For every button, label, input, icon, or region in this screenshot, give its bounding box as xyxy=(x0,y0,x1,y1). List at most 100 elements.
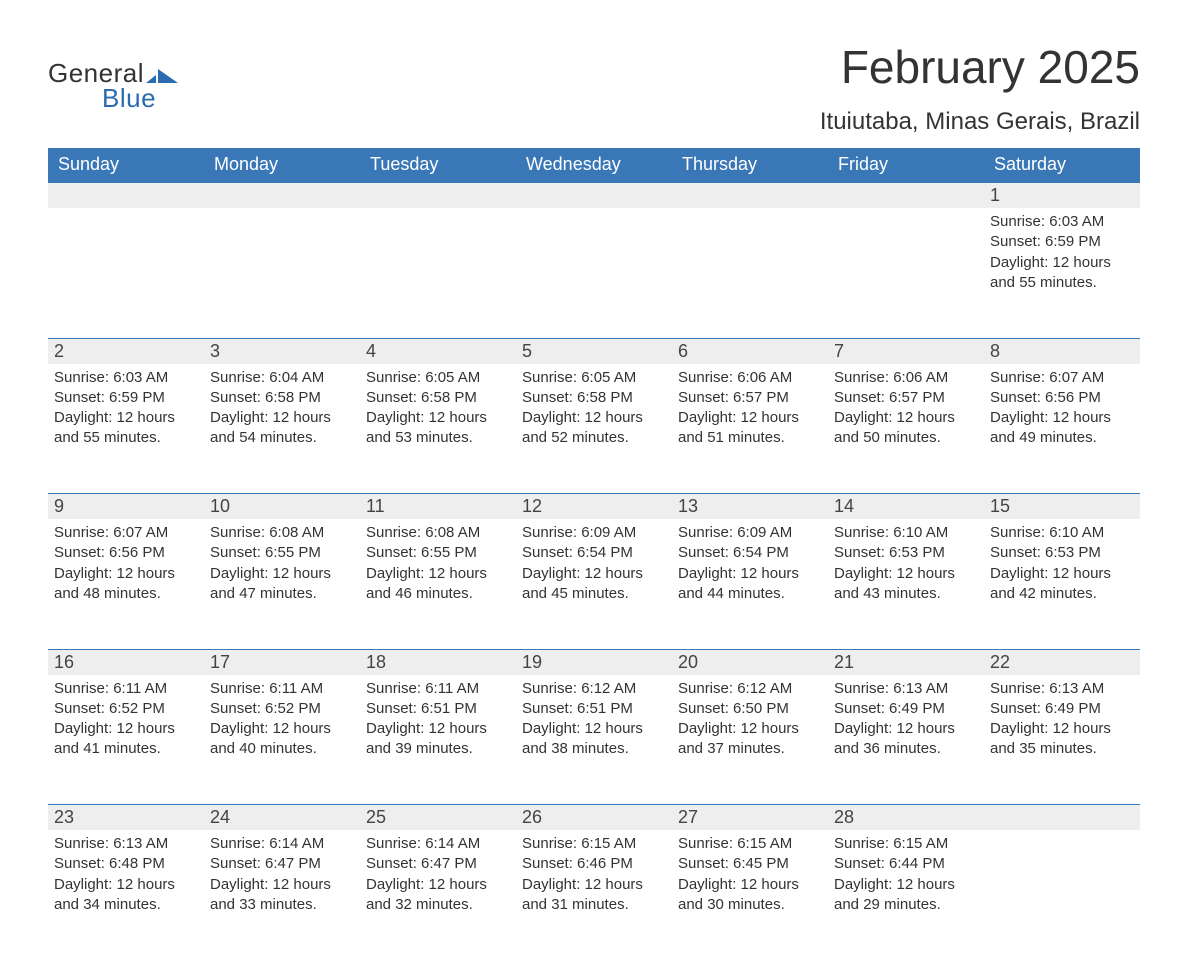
title-block: February 2025 Ituiutaba, Minas Gerais, B… xyxy=(820,40,1140,136)
sunrise-text: Sunrise: 6:10 AM xyxy=(834,523,978,543)
day-info-cell: Sunrise: 6:15 AMSunset: 6:45 PMDaylight:… xyxy=(672,830,828,960)
sunrise-text: Sunrise: 6:11 AM xyxy=(54,679,198,699)
day-info-cell: Sunrise: 6:11 AMSunset: 6:52 PMDaylight:… xyxy=(204,675,360,805)
day-info-row: Sunrise: 6:03 AMSunset: 6:59 PMDaylight:… xyxy=(48,208,1140,338)
month-title: February 2025 xyxy=(820,40,1140,94)
weekday-header: Sunday xyxy=(48,148,204,182)
daylight-text: Daylight: 12 hours and 50 minutes. xyxy=(834,408,978,449)
day-info-cell xyxy=(828,208,984,338)
sunset-text: Sunset: 6:56 PM xyxy=(990,388,1134,408)
daylight-text: Daylight: 12 hours and 35 minutes. xyxy=(990,719,1134,760)
day-info-cell: Sunrise: 6:07 AMSunset: 6:56 PMDaylight:… xyxy=(984,364,1140,494)
day-info-cell: Sunrise: 6:07 AMSunset: 6:56 PMDaylight:… xyxy=(48,519,204,649)
day-info: Sunrise: 6:08 AMSunset: 6:55 PMDaylight:… xyxy=(366,519,510,604)
day-number-cell: 20 xyxy=(672,649,828,675)
day-info: Sunrise: 6:14 AMSunset: 6:47 PMDaylight:… xyxy=(366,830,510,915)
sunrise-text: Sunrise: 6:13 AM xyxy=(990,679,1134,699)
sunrise-text: Sunrise: 6:05 AM xyxy=(522,368,666,388)
daylight-text: Daylight: 12 hours and 52 minutes. xyxy=(522,408,666,449)
sunrise-text: Sunrise: 6:03 AM xyxy=(990,212,1134,232)
daylight-text: Daylight: 12 hours and 43 minutes. xyxy=(834,564,978,605)
daylight-text: Daylight: 12 hours and 30 minutes. xyxy=(678,875,822,916)
logo: General Blue xyxy=(48,58,178,114)
daylight-text: Daylight: 12 hours and 40 minutes. xyxy=(210,719,354,760)
day-info-cell: Sunrise: 6:05 AMSunset: 6:58 PMDaylight:… xyxy=(360,364,516,494)
day-info-row: Sunrise: 6:03 AMSunset: 6:59 PMDaylight:… xyxy=(48,364,1140,494)
day-info: Sunrise: 6:11 AMSunset: 6:52 PMDaylight:… xyxy=(210,675,354,760)
day-info-cell: Sunrise: 6:04 AMSunset: 6:58 PMDaylight:… xyxy=(204,364,360,494)
sunset-text: Sunset: 6:58 PM xyxy=(522,388,666,408)
sunset-text: Sunset: 6:57 PM xyxy=(834,388,978,408)
calendar-table: SundayMondayTuesdayWednesdayThursdayFrid… xyxy=(48,148,1140,960)
daylight-text: Daylight: 12 hours and 42 minutes. xyxy=(990,564,1134,605)
day-info-row: Sunrise: 6:13 AMSunset: 6:48 PMDaylight:… xyxy=(48,830,1140,960)
day-info-cell xyxy=(516,208,672,338)
day-info: Sunrise: 6:08 AMSunset: 6:55 PMDaylight:… xyxy=(210,519,354,604)
day-number-cell: 27 xyxy=(672,805,828,831)
sunrise-text: Sunrise: 6:03 AM xyxy=(54,368,198,388)
sunset-text: Sunset: 6:55 PM xyxy=(366,543,510,563)
sunrise-text: Sunrise: 6:15 AM xyxy=(834,834,978,854)
day-info-cell: Sunrise: 6:08 AMSunset: 6:55 PMDaylight:… xyxy=(204,519,360,649)
day-info-cell xyxy=(48,208,204,338)
day-number-row: 2345678 xyxy=(48,338,1140,364)
day-info-cell: Sunrise: 6:09 AMSunset: 6:54 PMDaylight:… xyxy=(672,519,828,649)
daylight-text: Daylight: 12 hours and 53 minutes. xyxy=(366,408,510,449)
day-number-cell: 3 xyxy=(204,338,360,364)
sunset-text: Sunset: 6:47 PM xyxy=(210,854,354,874)
day-info-cell: Sunrise: 6:10 AMSunset: 6:53 PMDaylight:… xyxy=(984,519,1140,649)
day-number-cell: 2 xyxy=(48,338,204,364)
sunset-text: Sunset: 6:52 PM xyxy=(54,699,198,719)
day-info-cell: Sunrise: 6:06 AMSunset: 6:57 PMDaylight:… xyxy=(828,364,984,494)
day-number-cell: 26 xyxy=(516,805,672,831)
day-info-cell: Sunrise: 6:13 AMSunset: 6:48 PMDaylight:… xyxy=(48,830,204,960)
daylight-text: Daylight: 12 hours and 41 minutes. xyxy=(54,719,198,760)
day-info-row: Sunrise: 6:07 AMSunset: 6:56 PMDaylight:… xyxy=(48,519,1140,649)
day-info-cell: Sunrise: 6:08 AMSunset: 6:55 PMDaylight:… xyxy=(360,519,516,649)
sunrise-text: Sunrise: 6:15 AM xyxy=(522,834,666,854)
sunrise-text: Sunrise: 6:07 AM xyxy=(990,368,1134,388)
day-number-cell xyxy=(516,182,672,208)
day-info-cell xyxy=(360,208,516,338)
day-info-cell: Sunrise: 6:05 AMSunset: 6:58 PMDaylight:… xyxy=(516,364,672,494)
day-number-cell: 9 xyxy=(48,494,204,520)
sunrise-text: Sunrise: 6:06 AM xyxy=(678,368,822,388)
day-number-cell: 23 xyxy=(48,805,204,831)
sunset-text: Sunset: 6:51 PM xyxy=(366,699,510,719)
day-info-row: Sunrise: 6:11 AMSunset: 6:52 PMDaylight:… xyxy=(48,675,1140,805)
day-number-cell: 17 xyxy=(204,649,360,675)
day-number-cell: 10 xyxy=(204,494,360,520)
day-info-cell xyxy=(984,830,1140,960)
sunrise-text: Sunrise: 6:08 AM xyxy=(210,523,354,543)
sunrise-text: Sunrise: 6:04 AM xyxy=(210,368,354,388)
day-info-cell: Sunrise: 6:15 AMSunset: 6:46 PMDaylight:… xyxy=(516,830,672,960)
day-number-cell xyxy=(360,182,516,208)
sunset-text: Sunset: 6:58 PM xyxy=(366,388,510,408)
sunrise-text: Sunrise: 6:05 AM xyxy=(366,368,510,388)
day-number-cell: 28 xyxy=(828,805,984,831)
weekday-header: Friday xyxy=(828,148,984,182)
weekday-header: Thursday xyxy=(672,148,828,182)
header: General Blue February 2025 Ituiutaba, Mi… xyxy=(48,40,1140,136)
day-info-cell xyxy=(204,208,360,338)
sunset-text: Sunset: 6:51 PM xyxy=(522,699,666,719)
daylight-text: Daylight: 12 hours and 46 minutes. xyxy=(366,564,510,605)
day-number-cell: 11 xyxy=(360,494,516,520)
day-info: Sunrise: 6:04 AMSunset: 6:58 PMDaylight:… xyxy=(210,364,354,449)
day-info-cell: Sunrise: 6:06 AMSunset: 6:57 PMDaylight:… xyxy=(672,364,828,494)
day-info-cell: Sunrise: 6:03 AMSunset: 6:59 PMDaylight:… xyxy=(48,364,204,494)
sunset-text: Sunset: 6:56 PM xyxy=(54,543,198,563)
day-number-cell: 14 xyxy=(828,494,984,520)
day-info: Sunrise: 6:03 AMSunset: 6:59 PMDaylight:… xyxy=(54,364,198,449)
day-info-cell: Sunrise: 6:14 AMSunset: 6:47 PMDaylight:… xyxy=(360,830,516,960)
day-number-cell: 25 xyxy=(360,805,516,831)
sunset-text: Sunset: 6:49 PM xyxy=(834,699,978,719)
sunrise-text: Sunrise: 6:12 AM xyxy=(678,679,822,699)
day-info: Sunrise: 6:05 AMSunset: 6:58 PMDaylight:… xyxy=(366,364,510,449)
sunrise-text: Sunrise: 6:11 AM xyxy=(366,679,510,699)
day-number-cell xyxy=(984,805,1140,831)
day-number-row: 16171819202122 xyxy=(48,649,1140,675)
sunset-text: Sunset: 6:55 PM xyxy=(210,543,354,563)
day-info: Sunrise: 6:09 AMSunset: 6:54 PMDaylight:… xyxy=(522,519,666,604)
sunset-text: Sunset: 6:50 PM xyxy=(678,699,822,719)
